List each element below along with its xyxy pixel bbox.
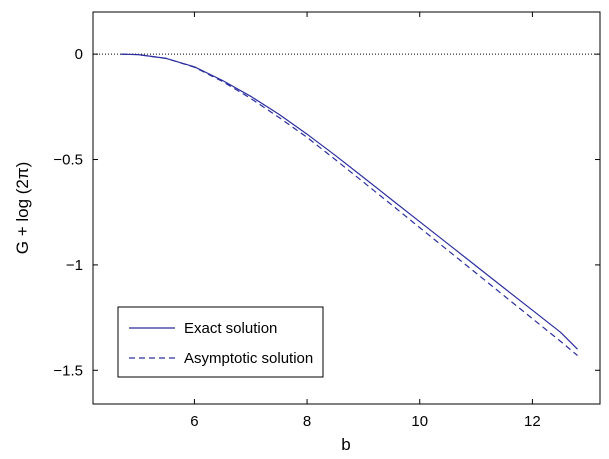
y-axis-label: G + log (2π) [13,162,32,255]
x-tick-label: 12 [524,413,541,430]
y-tick-label: −1 [66,257,83,274]
y-tick-label: −0.5 [53,152,83,169]
legend-label-asymptotic: Asymptotic solution [184,350,313,367]
series-layer [121,53,578,356]
y-tick-label: 0 [75,46,83,63]
x-axis-label: b [341,435,350,454]
series-line-exact [121,53,578,350]
series-line-asymptotic [121,53,578,356]
legend-box [117,306,324,378]
legend: Exact solution Asymptotic solution [117,306,324,378]
legend-label-exact: Exact solution [184,320,277,337]
x-axis: 6 8 10 12 [190,12,541,430]
x-tick-label: 6 [190,413,198,430]
y-tick-label: −1.5 [53,362,83,379]
x-tick-label: 8 [303,413,311,430]
x-tick-label: 10 [411,413,428,430]
y-axis: 0 −0.5 −1 −1.5 [53,46,600,379]
